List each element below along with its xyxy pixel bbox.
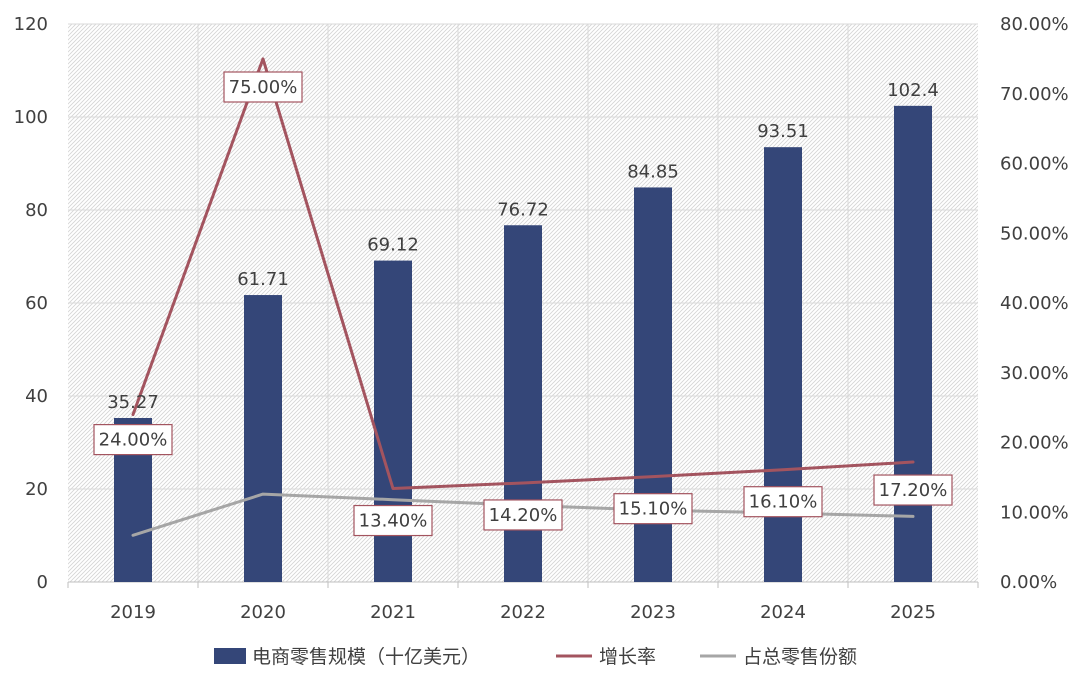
data-labels: 35.27 61.71 69.12 76.72 84.85 93.51 102.4 24.00… [93, 71, 953, 537]
growth-rate-label-box [743, 486, 823, 518]
bar-value-label: 69.12 [367, 235, 419, 256]
legend-label-growth-rate: 增长率 [599, 646, 656, 668]
growth-rate-label: 75.00% [223, 71, 303, 103]
bar-value-label: 93.51 [757, 121, 809, 142]
growth-rate-label: 24.00% [93, 424, 173, 456]
growth-rate-label-text: 17.20% [879, 480, 948, 501]
growth-rate-label-text: 24.00% [99, 430, 168, 451]
y-left-tick-label: 20 [25, 479, 48, 500]
bar-value-label: 76.72 [497, 199, 549, 220]
bar-value-label: 35.27 [107, 392, 159, 413]
x-tick-label: 2022 [500, 602, 546, 623]
growth-rate-label: 13.40% [353, 504, 433, 537]
growth-rate-label-box [353, 504, 433, 537]
y-right-tick-label: 40.00% [1000, 293, 1069, 314]
y-right-tick-label: 70.00% [1000, 84, 1069, 105]
growth-rate-line [131, 57, 915, 491]
growth-rate-label-box [223, 71, 303, 103]
y-right-tick-label: 60.00% [1000, 154, 1069, 175]
x-tick-label: 2025 [890, 602, 936, 623]
growth-rate-label: 15.10% [613, 493, 693, 525]
growth-rate-label-box [93, 424, 173, 456]
growth-rate-label-box [613, 493, 693, 525]
growth-rate-label: 14.20% [483, 499, 563, 531]
bar [894, 105, 932, 582]
y-left-tick-label: 120 [14, 14, 48, 35]
growth-rate-label: 16.10% [743, 486, 823, 518]
x-tick-label: 2020 [240, 602, 286, 623]
legend-item-bar: 电商零售规模（十亿美元） [214, 646, 480, 668]
legend-label-share: 占总零售份额 [743, 646, 857, 668]
y-right-tick-label: 30.00% [1000, 363, 1069, 384]
y-left-tick-label: 100 [14, 107, 48, 128]
growth-rate-label-box [483, 499, 563, 531]
y-right-tick-label: 50.00% [1000, 223, 1069, 244]
bar [244, 295, 282, 582]
legend-swatch-bar [214, 648, 246, 664]
y-right-tick-label: 80.00% [1000, 14, 1069, 35]
y-right-tick-label: 0.00% [1000, 572, 1057, 593]
growth-rate-label-text: 16.10% [749, 492, 818, 513]
y-left-tick-label: 0 [37, 572, 48, 593]
y-left-tick-label: 60 [25, 293, 48, 314]
y-right-tick-label: 20.00% [1000, 433, 1069, 454]
y-left-tick-label: 40 [25, 386, 48, 407]
growth-rate-label-text: 13.40% [359, 511, 428, 532]
x-tick-label: 2024 [760, 602, 806, 623]
bar-value-label: 84.85 [627, 161, 679, 182]
growth-rate-label-text: 14.20% [489, 505, 558, 526]
growth-rate-label: 17.20% [873, 474, 953, 506]
y-left-tick-label: 80 [25, 200, 48, 221]
legend-item-share: 占总零售份额 [700, 646, 857, 668]
bar-value-label: 102.4 [887, 80, 939, 101]
legend: 电商零售规模（十亿美元） 增长率 占总零售份额 [214, 646, 857, 668]
growth-rate-label-text: 15.10% [619, 499, 688, 520]
legend-label-bar: 电商零售规模（十亿美元） [252, 646, 480, 668]
y-right-tick-label: 10.00% [1000, 502, 1069, 523]
x-tick-label: 2021 [370, 602, 416, 623]
legend-item-growth-rate: 增长率 [556, 646, 656, 668]
growth-rate-label-text: 75.00% [229, 77, 298, 98]
bar-value-label: 61.71 [237, 269, 289, 290]
growth-rate-label-box [873, 474, 953, 506]
x-tick-label: 2023 [630, 602, 676, 623]
x-tick-label: 2019 [110, 602, 156, 623]
